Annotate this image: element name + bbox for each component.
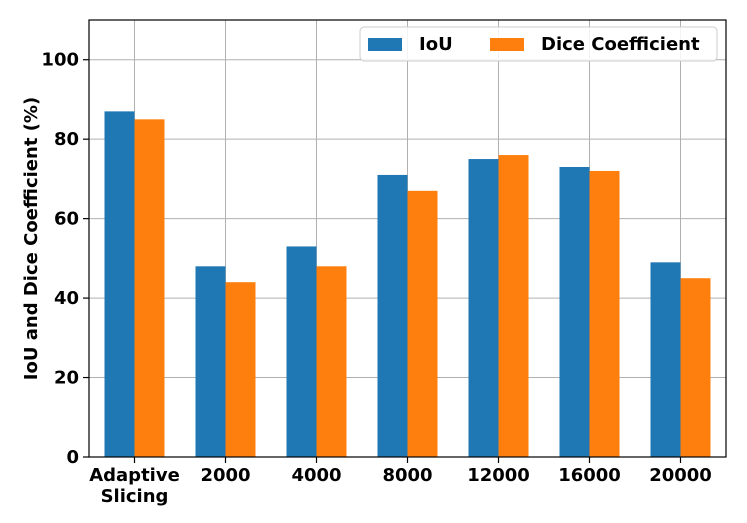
legend-label: Dice Coefficient <box>541 34 700 55</box>
y-tick-label: 0 <box>66 447 79 468</box>
bar-dice-coefficient <box>134 119 165 458</box>
bar-iou <box>195 266 226 457</box>
legend-swatch <box>490 38 524 51</box>
x-tick-label-line: Slicing <box>101 486 169 507</box>
x-tick-label: Adaptive Slicing <box>89 465 180 507</box>
x-tick-label-line: 16000 <box>558 465 621 486</box>
x-tick-label: 12000 <box>467 465 530 486</box>
bar-dice-coefficient <box>498 155 529 457</box>
bar-iou <box>104 111 135 457</box>
x-tick-label: 4000 <box>291 465 341 486</box>
x-tick-label-line: 12000 <box>467 465 530 486</box>
bar-iou <box>468 159 499 457</box>
legend-box <box>359 26 718 62</box>
x-axis-ticks: Adaptive Slicing 2000 4000 8000 12000 16000 200… <box>89 457 712 507</box>
y-axis-label: IoU and Dice Coefficient (%) <box>21 97 42 380</box>
y-tick-label: 40 <box>54 288 79 309</box>
bar-iou <box>286 246 317 457</box>
x-tick-label-line: 20000 <box>649 465 712 486</box>
y-tick-label: 20 <box>54 368 79 389</box>
x-tick-label-line: 8000 <box>382 465 432 486</box>
x-tick-label-line: Adaptive <box>89 465 180 486</box>
x-tick-label-line: 4000 <box>291 465 341 486</box>
bar-iou <box>559 166 590 457</box>
legend: IoU Dice Coefficient <box>359 26 718 62</box>
bar-dice-coefficient <box>680 278 711 457</box>
y-axis-ticks: 0 20 40 60 80 100 <box>41 50 89 468</box>
y-tick-label: 100 <box>41 50 79 71</box>
legend-label: IoU <box>419 34 453 55</box>
bar-iou <box>377 174 408 457</box>
x-tick-label: 16000 <box>558 465 621 486</box>
bars <box>104 111 711 458</box>
legend-swatch <box>368 38 402 51</box>
bar-dice-coefficient <box>407 190 438 457</box>
x-tick-label: 2000 <box>200 465 250 486</box>
bar-dice-coefficient <box>589 170 620 458</box>
bar-dice-coefficient <box>225 282 256 457</box>
bar-iou <box>650 262 681 457</box>
y-tick-label: 60 <box>54 209 79 230</box>
x-tick-label: 20000 <box>649 465 712 486</box>
bar-dice-coefficient <box>316 266 347 457</box>
x-tick-label: 8000 <box>382 465 432 486</box>
x-tick-label-line: 2000 <box>200 465 250 486</box>
y-tick-label: 80 <box>54 129 79 150</box>
